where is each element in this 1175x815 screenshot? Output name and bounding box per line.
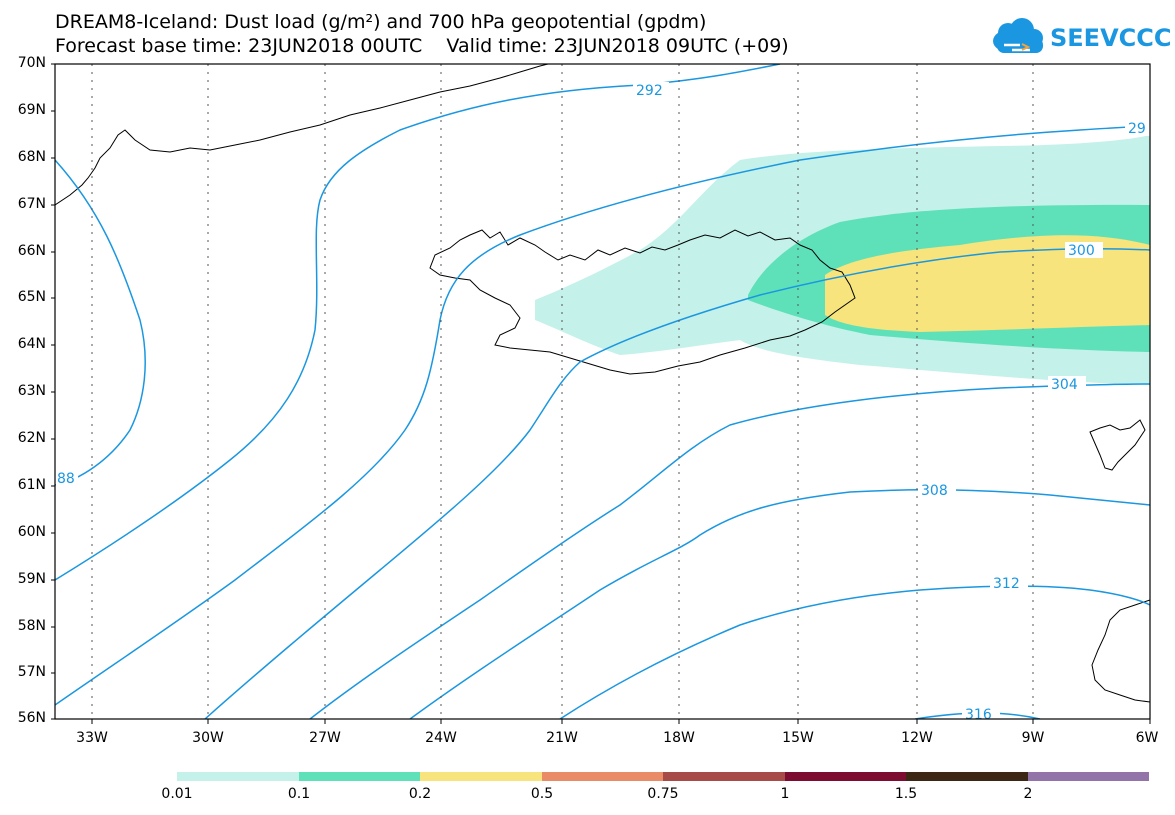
contour-label-88: 88 bbox=[57, 471, 75, 487]
lat-label: 58N bbox=[17, 618, 46, 634]
legend-swatch bbox=[177, 772, 299, 781]
lon-label: 18W bbox=[663, 730, 695, 746]
legend-swatch bbox=[299, 772, 420, 781]
lon-label: 33W bbox=[76, 730, 108, 746]
cloud-icon bbox=[993, 18, 1043, 53]
legend-label: 1 bbox=[780, 786, 790, 802]
legend-swatch bbox=[420, 772, 542, 781]
lat-label: 57N bbox=[17, 664, 46, 680]
legend-label: 1.5 bbox=[894, 786, 918, 802]
contour-label-308: 308 bbox=[921, 483, 948, 499]
lat-label: 56N bbox=[17, 710, 46, 726]
map-subtitle: Forecast base time: 23JUN2018 00UTC Vali… bbox=[55, 35, 789, 57]
contour-304 bbox=[309, 383, 1150, 719]
lon-label: 12W bbox=[901, 730, 933, 746]
contour-label-312: 312 bbox=[993, 576, 1020, 592]
contour-label-300: 300 bbox=[1068, 243, 1095, 259]
lon-label: 27W bbox=[309, 730, 341, 746]
lat-label: 63N bbox=[17, 383, 46, 399]
contour-300 bbox=[204, 247, 1150, 719]
contour-label-316: 316 bbox=[965, 707, 992, 723]
lat-label: 59N bbox=[17, 571, 46, 587]
lat-label: 69N bbox=[17, 102, 46, 118]
lon-label: 21W bbox=[546, 730, 578, 746]
dust-area-0.2 bbox=[825, 235, 1150, 332]
lat-label: 67N bbox=[17, 196, 46, 212]
lon-label: 15W bbox=[782, 730, 814, 746]
lat-label: 62N bbox=[17, 430, 46, 446]
lon-label: 24W bbox=[425, 730, 457, 746]
contour-288 bbox=[55, 159, 146, 486]
lon-label: 30W bbox=[192, 730, 224, 746]
greenland-coastline bbox=[55, 64, 549, 206]
contour-296 bbox=[55, 125, 1150, 706]
legend-colorbar bbox=[177, 772, 1149, 781]
lon-label: 9W bbox=[1021, 730, 1045, 746]
legend-swatch bbox=[785, 772, 906, 781]
lat-label: 64N bbox=[17, 336, 46, 352]
lat-label: 61N bbox=[17, 477, 46, 493]
legend-swatch bbox=[663, 772, 785, 781]
lat-label: 66N bbox=[17, 243, 46, 259]
faroe-coastline bbox=[1089, 419, 1146, 471]
lat-label: 65N bbox=[17, 289, 46, 305]
contour-308 bbox=[409, 489, 1150, 719]
legend-swatch bbox=[542, 772, 663, 781]
legend-swatch bbox=[906, 772, 1028, 781]
legend-label: 0.1 bbox=[287, 786, 311, 802]
legend-label: 0.01 bbox=[161, 786, 193, 802]
legend-label: 0.2 bbox=[408, 786, 432, 802]
lon-label: 6W bbox=[1135, 730, 1159, 746]
iceland-coastline bbox=[429, 229, 856, 375]
contour-label-292: 292 bbox=[636, 83, 663, 99]
legend-label: 2 bbox=[1023, 786, 1033, 802]
contour-label-304: 304 bbox=[1051, 377, 1078, 393]
logo-text: SEEVCCC bbox=[1050, 24, 1172, 52]
lat-label: 68N bbox=[17, 149, 46, 165]
contour-312 bbox=[559, 585, 1150, 719]
scotland-coastline bbox=[1091, 599, 1150, 703]
lat-label: 70N bbox=[17, 55, 46, 71]
legend-label: 0.5 bbox=[530, 786, 554, 802]
lat-label: 60N bbox=[17, 524, 46, 540]
contour-label-29: 29 bbox=[1128, 121, 1146, 137]
map-title: DREAM8-Iceland: Dust load (g/m²) and 700… bbox=[55, 11, 707, 33]
legend-swatch bbox=[1028, 772, 1149, 781]
legend-label: 0.75 bbox=[647, 786, 679, 802]
